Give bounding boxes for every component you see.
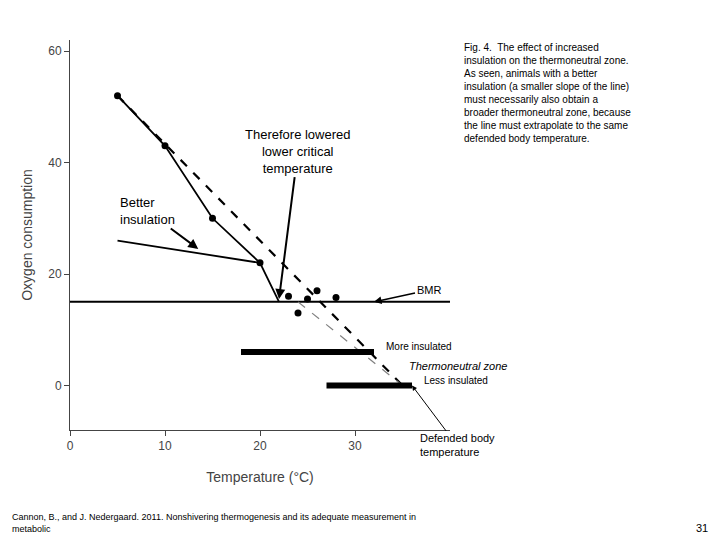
svg-text:More insulated: More insulated xyxy=(386,341,452,352)
svg-text:Temperature (°C): Temperature (°C) xyxy=(206,469,314,485)
svg-text:Defended bodytemperature: Defended bodytemperature xyxy=(420,432,495,458)
svg-text:Oxygen consumption: Oxygen consumption xyxy=(19,169,35,301)
svg-text:31: 31 xyxy=(696,522,708,534)
svg-text:40: 40 xyxy=(48,156,62,170)
svg-text:Betterinsulation: Betterinsulation xyxy=(120,195,175,227)
svg-text:BMR: BMR xyxy=(417,284,442,296)
svg-text:Cannon, B., and J. Nedergaard.: Cannon, B., and J. Nedergaard. 2011. Non… xyxy=(12,512,416,534)
svg-text:0: 0 xyxy=(67,439,74,453)
svg-text:10: 10 xyxy=(158,439,172,453)
svg-text:Therefore loweredlower critica: Therefore loweredlower criticaltemperatu… xyxy=(245,127,351,176)
svg-text:20: 20 xyxy=(253,439,267,453)
svg-text:30: 30 xyxy=(348,439,362,453)
svg-text:Fig. 4. The effect of increas: Fig. 4. The effect of increasedinsulatio… xyxy=(464,42,631,144)
svg-text:Less insulated: Less insulated xyxy=(424,375,488,386)
svg-text:20: 20 xyxy=(48,267,62,281)
svg-text:60: 60 xyxy=(48,44,62,58)
svg-text:Thermoneutral zone: Thermoneutral zone xyxy=(409,360,507,372)
svg-text:0: 0 xyxy=(55,379,62,393)
